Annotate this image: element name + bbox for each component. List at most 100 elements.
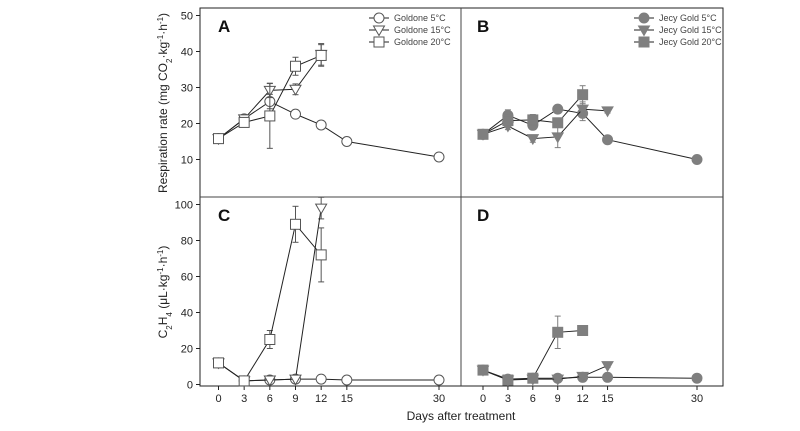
data-point [433, 151, 445, 163]
data-point [264, 334, 276, 345]
panel-letter-b: B [477, 17, 489, 36]
ticks-layer: 10 20 30 40 50 0 20 40 60 80 100 0 3 6 9 12 15 30 0 3 6 9 12 15… [175, 11, 703, 406]
legend-item: Jecy Gold 20°C [634, 36, 722, 48]
x-tick-label: 6 [530, 393, 536, 405]
x-tick-label: 9 [292, 393, 298, 405]
legend-label: Goldone 5°C [394, 13, 446, 23]
series-line [482, 108, 698, 160]
y-tick-label: 50 [181, 11, 193, 23]
data-point [502, 374, 514, 386]
legend-marker [637, 25, 651, 37]
y-tick-label: 60 [181, 272, 193, 284]
series-c-1 [212, 196, 328, 388]
legend-item: Goldone 20°C [369, 36, 451, 48]
legend-panel-b: Jecy Gold 5°C Jecy Gold 15°C Jecy Gold 20°… [634, 12, 722, 48]
data-point [601, 106, 614, 118]
data-point [502, 115, 514, 127]
x-tick-label: 15 [601, 393, 613, 405]
data-point [213, 357, 224, 369]
y-tick-label: 100 [175, 200, 193, 212]
y-tick-label: 30 [181, 83, 193, 95]
data-point [289, 84, 302, 96]
legend-item: Jecy Gold 5°C [634, 12, 717, 24]
legend-label: Goldone 15°C [394, 25, 451, 35]
x-tick-label: 3 [241, 393, 247, 405]
legend-marker [373, 12, 385, 24]
series-line [482, 330, 583, 381]
data-point [552, 326, 564, 338]
data-point [691, 372, 703, 384]
series-line [218, 223, 322, 382]
data-point [477, 128, 489, 140]
series-d-1 [476, 361, 614, 387]
x-tick-label: 12 [315, 393, 327, 405]
legend-label: Goldone 20°C [394, 37, 451, 47]
data-point [576, 371, 590, 383]
data-point [238, 116, 250, 128]
y-axis-title-ethylene: C2H4 (μL·kg-1·h-1) [156, 246, 174, 339]
data-point [602, 134, 614, 146]
panel-letter-a: A [218, 17, 230, 36]
data-point [602, 371, 614, 383]
panel-letter-d: D [477, 206, 489, 225]
data-point [264, 110, 276, 122]
y-tick-label: 20 [181, 344, 193, 356]
data-point [315, 373, 327, 385]
data-point [527, 372, 539, 384]
data-point [213, 133, 224, 145]
data-point [289, 374, 302, 386]
x-tick-label: 0 [215, 393, 221, 405]
x-tick-label: 9 [555, 393, 561, 405]
y-tick-label: 10 [181, 155, 193, 167]
x-tick-label: 30 [691, 393, 703, 405]
series-line [218, 362, 439, 382]
legend-panel-a: Goldone 5°C Goldone 15°C Goldone 20°C [369, 12, 451, 48]
series-b-2 [477, 85, 589, 140]
x-tick-label: 0 [480, 393, 486, 405]
x-axis-title: Days after treatment [407, 409, 516, 423]
legend-item: Jecy Gold 15°C [634, 25, 722, 37]
legend-marker [638, 36, 650, 48]
x-tick-label: 6 [267, 393, 273, 405]
legend-marker [372, 25, 386, 37]
data-point [341, 374, 353, 386]
data-point [341, 136, 353, 147]
data-point [315, 249, 327, 261]
legend-label: Jecy Gold 20°C [659, 37, 722, 47]
data-point [315, 49, 327, 61]
x-tick-label: 15 [341, 393, 353, 405]
x-tick-label: 12 [577, 393, 589, 405]
data-point [289, 60, 301, 72]
data-point [314, 203, 328, 215]
data-point [477, 364, 489, 376]
y-tick-label: 40 [181, 308, 193, 320]
x-tick-label: 3 [505, 393, 511, 405]
data-point [552, 117, 564, 129]
data-point [551, 132, 565, 144]
data-point [289, 218, 301, 230]
series-layer [212, 43, 703, 388]
legend-marker [638, 12, 650, 24]
series-line [218, 208, 322, 382]
data-point [433, 374, 445, 386]
data-point [526, 134, 540, 146]
series-b-0 [477, 103, 703, 165]
y-tick-label: 0 [187, 380, 193, 392]
data-point [527, 114, 539, 126]
data-point [263, 375, 277, 387]
data-point [577, 89, 589, 101]
data-point [601, 361, 614, 373]
data-point [577, 325, 589, 336]
legend-label: Jecy Gold 15°C [659, 25, 722, 35]
legend-marker [373, 36, 385, 48]
y-tick-label: 40 [181, 47, 193, 59]
data-point [552, 103, 564, 115]
series-c-2 [213, 205, 327, 387]
series-a-2 [213, 44, 327, 149]
x-tick-label: 30 [433, 393, 445, 405]
data-point [289, 108, 301, 120]
y-axis-title-respiration: Respiration rate (mg CO2·kg-1·h-1) [156, 13, 174, 193]
series-line [482, 369, 698, 380]
y-tick-label: 20 [181, 119, 193, 131]
